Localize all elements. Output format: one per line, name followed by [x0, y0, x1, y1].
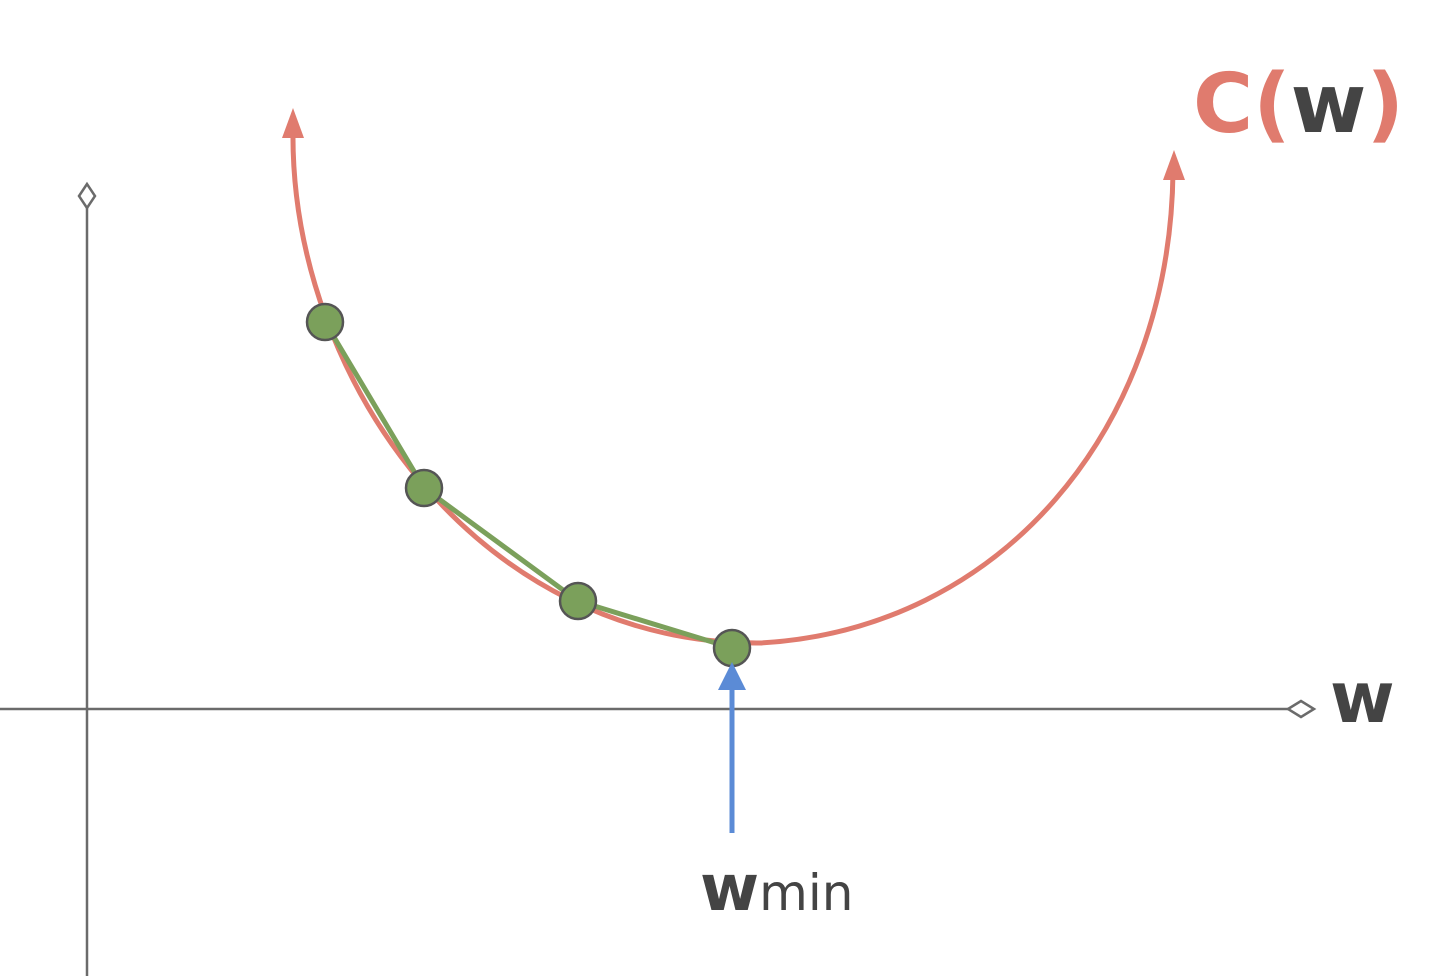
curve-left-arrowhead-icon: [282, 108, 304, 138]
curve-label: C(w): [1193, 57, 1404, 152]
step-point: [558, 581, 598, 621]
min-label-main: w: [700, 852, 759, 926]
descent-path: [305, 302, 752, 668]
curve-label-open: (: [1253, 57, 1290, 152]
y-axis-end-icon: [77, 181, 97, 211]
curve-label-prefix: C: [1193, 57, 1253, 152]
curve-label-var: w: [1291, 57, 1367, 152]
cost-curve: [282, 108, 1185, 646]
axes: [0, 181, 1317, 976]
curve-right-arrowhead-icon: [1163, 150, 1185, 180]
x-axis-label: w: [1330, 657, 1395, 739]
min-pointer-arrowhead-icon: [718, 662, 746, 690]
x-axis-end-icon: [1285, 699, 1317, 719]
min-label-sub: min: [759, 864, 853, 922]
descent-path-line: [322, 319, 735, 651]
step-point: [404, 468, 444, 508]
min-pointer: [718, 662, 746, 833]
step-point: [305, 302, 345, 342]
curve-label-close: ): [1366, 57, 1403, 152]
minimum-point: [712, 628, 752, 668]
cost-curve-line: [290, 127, 1176, 646]
min-label: wmin: [700, 852, 853, 926]
